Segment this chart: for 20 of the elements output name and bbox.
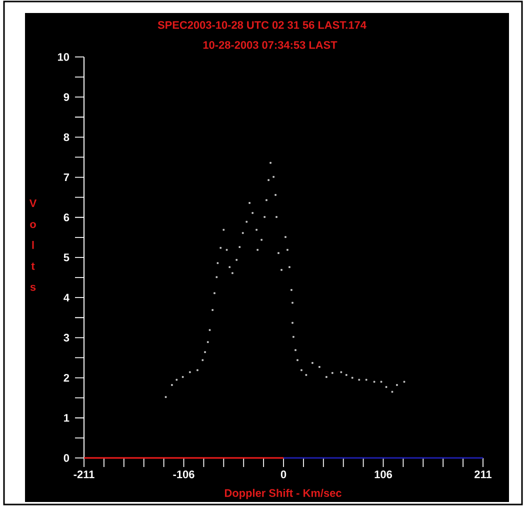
y-tick-label: 3 <box>64 334 70 342</box>
x-tick-label: -211 <box>74 470 94 478</box>
y-tick-label: 5 <box>64 254 70 262</box>
text: Volts <box>29 200 37 291</box>
y-tick-label: 6 <box>64 214 70 222</box>
y-tick-label: 10 <box>58 53 70 61</box>
y-tick-label: 0 <box>64 454 70 462</box>
y-tick-label: 9 <box>64 93 70 101</box>
chart-subtitle: 10-28-2003 07:34:53 LAST <box>203 41 338 49</box>
y-tick-label: 7 <box>64 174 70 182</box>
y-tick-label: 2 <box>64 374 70 382</box>
y-tick-label: 4 <box>64 294 70 302</box>
x-tick-label: 106 <box>374 470 392 478</box>
y-tick-label: 1 <box>64 414 70 422</box>
x-axis-title: Doppler Shift - Km/sec <box>224 488 342 500</box>
x-tick-label: 211 <box>474 470 492 478</box>
chart-title: SPEC2003-10-28 UTC 02 31 56 LAST.174 <box>158 21 366 29</box>
y-tick-label: 8 <box>64 133 70 142</box>
x-tick-label: 0 <box>280 470 286 478</box>
x-tick-label: -106 <box>173 470 194 478</box>
